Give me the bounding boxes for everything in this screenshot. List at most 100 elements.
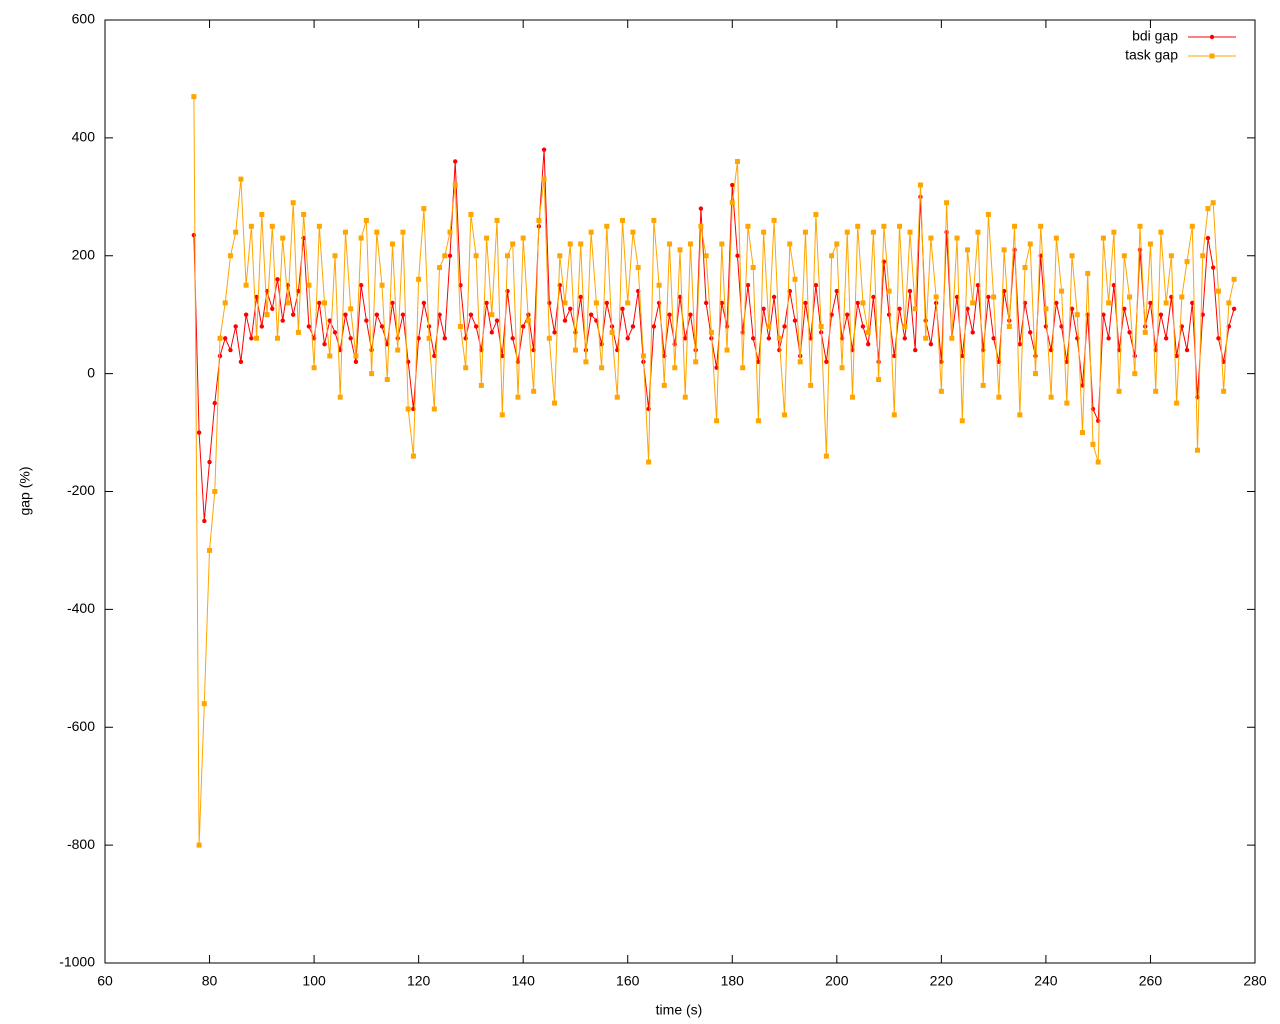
data-point [520, 324, 526, 329]
data-point [484, 235, 490, 241]
data-point [562, 300, 568, 306]
data-point [1231, 306, 1237, 311]
data-point [327, 353, 333, 359]
data-point [212, 400, 217, 406]
data-point [1001, 247, 1007, 253]
data-point [640, 353, 646, 359]
data-point [912, 306, 918, 312]
data-point [400, 229, 406, 235]
data-point [620, 306, 625, 311]
data-point [970, 330, 975, 335]
data-point [907, 229, 913, 235]
data-point [714, 418, 720, 424]
data-point [735, 158, 740, 164]
data-point [342, 229, 348, 235]
data-point [656, 282, 662, 288]
data-point [452, 182, 458, 188]
data-point [525, 318, 531, 324]
data-point [792, 276, 798, 282]
data-point [1064, 400, 1070, 406]
data-point [568, 306, 573, 311]
data-point [865, 329, 871, 335]
data-point [818, 323, 824, 329]
data-point [207, 547, 213, 553]
legend-marker [1209, 53, 1215, 59]
data-point [928, 235, 934, 241]
data-point [829, 253, 835, 259]
data-point [353, 359, 359, 365]
data-point [442, 336, 447, 341]
data-point [677, 247, 683, 253]
data-point [672, 365, 678, 371]
x-tick-label: 240 [1034, 973, 1058, 989]
data-point [243, 312, 249, 317]
data-point [442, 253, 448, 259]
data-point [270, 306, 275, 311]
data-point [259, 211, 265, 217]
data-point [991, 336, 996, 341]
data-point [269, 223, 275, 229]
data-point [457, 323, 463, 329]
series-line [193, 96, 1235, 846]
data-point [494, 318, 500, 323]
data-point [578, 294, 583, 300]
data-point [510, 336, 515, 341]
data-point [635, 265, 641, 271]
data-point [782, 412, 788, 418]
data-point [363, 217, 369, 223]
data-point [651, 324, 657, 329]
data-point [996, 394, 1002, 400]
data-point [369, 347, 374, 353]
data-point [1137, 223, 1143, 229]
data-point [478, 382, 484, 388]
data-point [593, 300, 599, 306]
data-point [280, 318, 285, 323]
data-point [572, 347, 578, 353]
data-point [761, 229, 767, 235]
data-point [865, 341, 871, 347]
data-point [651, 217, 657, 223]
data-point [552, 330, 557, 335]
data-point [1184, 259, 1190, 265]
data-point [202, 518, 207, 524]
data-point [1053, 235, 1059, 241]
data-point [421, 300, 427, 306]
legend-label: bdi gap [1132, 28, 1178, 44]
data-point [766, 323, 772, 329]
data-point [661, 382, 667, 388]
data-point [348, 306, 354, 312]
data-point [1017, 412, 1023, 418]
data-point [949, 335, 955, 341]
data-point [771, 294, 777, 300]
data-point [400, 312, 406, 317]
data-point [395, 347, 401, 353]
data-point [1111, 229, 1117, 235]
data-point [667, 241, 673, 247]
data-point [578, 241, 584, 247]
data-point [787, 241, 793, 247]
data-point [390, 241, 395, 247]
data-point [1095, 418, 1101, 423]
data-point [755, 418, 761, 424]
data-point [881, 223, 887, 229]
data-point [364, 318, 369, 323]
y-tick-label: 600 [72, 11, 96, 27]
data-point [520, 235, 526, 241]
data-point [802, 229, 808, 235]
x-tick-label: 260 [1139, 973, 1163, 989]
data-point [536, 217, 542, 223]
data-point [771, 217, 777, 223]
y-tick-label: -600 [67, 718, 95, 734]
data-point [207, 459, 212, 465]
data-point [379, 324, 385, 329]
data-point [834, 241, 840, 247]
data-point [630, 229, 636, 235]
data-point [703, 253, 709, 259]
data-point [782, 324, 787, 329]
data-point [228, 347, 233, 353]
data-point [870, 229, 876, 235]
data-point [1017, 341, 1022, 347]
data-point [1116, 388, 1122, 394]
data-point [1174, 400, 1180, 406]
